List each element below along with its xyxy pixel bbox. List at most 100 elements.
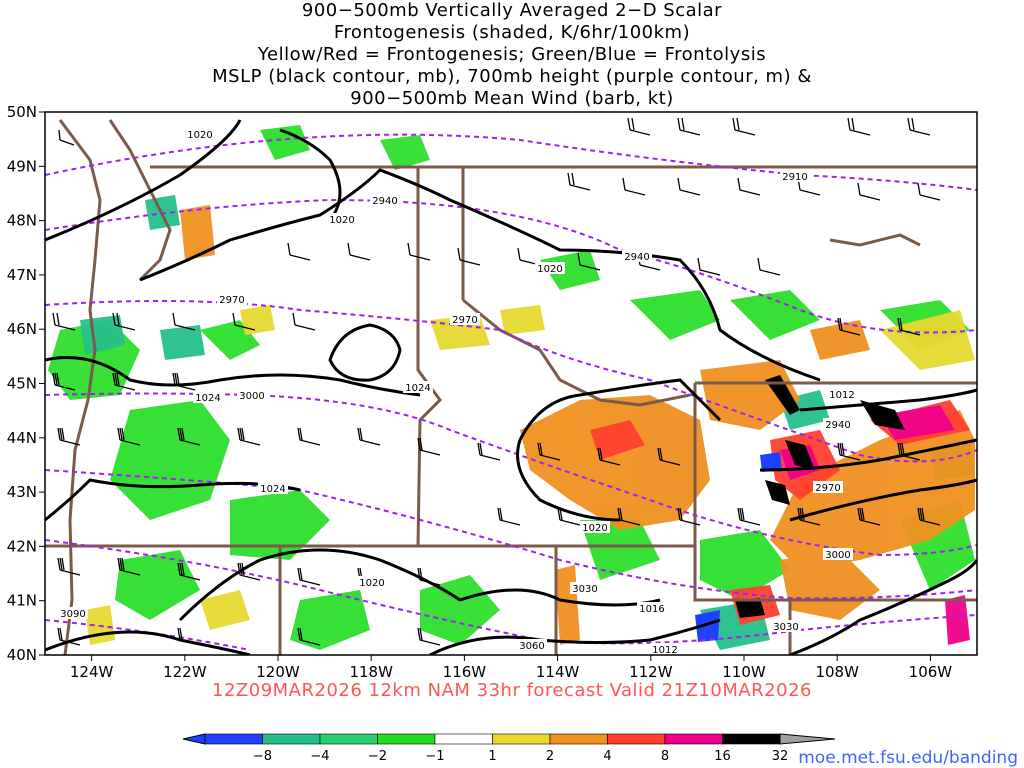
colorbar-label: 1 — [488, 749, 496, 764]
colorbar-segment — [262, 733, 321, 745]
svg-text:1012: 1012 — [829, 390, 854, 401]
lon-label: 110W — [722, 663, 766, 681]
longitude-axis: 124W 122W 120W 118W 116W 114W 112W 110W 108W 106W — [70, 655, 952, 681]
colorbar-segment — [607, 733, 666, 745]
svg-text:1020: 1020 — [329, 215, 354, 226]
svg-text:2940: 2940 — [624, 252, 649, 263]
pressure-label: 1016 — [637, 602, 667, 615]
lon-label: 122W — [163, 663, 207, 681]
height-label: 2970 — [813, 481, 843, 494]
pressure-label: 1020 — [185, 128, 215, 141]
height-label: 3030 — [570, 582, 600, 595]
svg-text:2940: 2940 — [372, 196, 397, 207]
lon-label: 118W — [349, 663, 393, 681]
svg-text:1024: 1024 — [195, 393, 220, 404]
lat-label: 46N — [7, 320, 37, 338]
height-label: 3090 — [58, 607, 88, 620]
mslp-contours — [45, 119, 977, 655]
pressure-label: 1024 — [258, 482, 288, 495]
colorbar-label: 2 — [546, 749, 554, 764]
lat-label: 50N — [7, 103, 37, 121]
lon-label: 108W — [815, 663, 859, 681]
height-label: 3030 — [771, 620, 801, 633]
pressure-label: 1020 — [357, 576, 387, 589]
colorbar-segment — [204, 733, 263, 745]
title-line: MSLP (black contour, mb), 700mb height (… — [212, 66, 812, 87]
svg-text:1012: 1012 — [652, 645, 677, 656]
lon-label: 112W — [629, 663, 673, 681]
svg-text:2940: 2940 — [825, 420, 850, 431]
title-line: 900−500mb Vertically Averaged 2−D Scalar — [301, 0, 723, 21]
lat-label: 41N — [7, 592, 37, 610]
pressure-label: 1024 — [403, 381, 433, 394]
title-line: Yellow/Red = Frontogenesis; Green/Blue =… — [257, 44, 767, 65]
colorbar-left-triangle — [182, 733, 206, 745]
lat-label: 44N — [7, 429, 37, 447]
contour-labels: 1020 1020 1020 1024 1024 1024 1020 1020 … — [58, 128, 857, 656]
colorbar-label: 8 — [661, 749, 669, 764]
svg-text:1020: 1020 — [582, 523, 607, 534]
lon-label: 106W — [909, 663, 953, 681]
height-label: 3060 — [517, 639, 547, 652]
latitude-axis: 50N 49N 48N 47N 46N 45N 44N 43N 42N 41N 40N — [7, 103, 45, 664]
colorbar-label: 16 — [714, 749, 731, 764]
lat-label: 42N — [7, 537, 37, 555]
lat-label: 43N — [7, 483, 37, 501]
title-line: Frontogenesis (shaded, K/6hr/100km) — [333, 22, 691, 43]
lon-label: 120W — [256, 663, 300, 681]
height-labels: 2910 2940 2940 2970 2970 3000 2940 2970 … — [58, 170, 853, 652]
svg-text:2910: 2910 — [782, 172, 807, 183]
colorbar-segment — [664, 733, 723, 745]
colorbar-label: −1 — [425, 749, 444, 764]
colorbar-label: −2 — [368, 749, 387, 764]
pressure-label: 1024 — [193, 391, 223, 404]
lon-label: 124W — [70, 663, 114, 681]
wind-barbs — [52, 117, 941, 646]
colorbar: −8 −4 −2 −1 1 2 4 8 16 32 — [182, 733, 836, 764]
pressure-label: 1012 — [650, 643, 680, 656]
height-label: 3000 — [237, 389, 267, 402]
colorbar-segment — [377, 733, 436, 745]
svg-text:1024: 1024 — [405, 383, 430, 394]
lat-label: 47N — [7, 266, 37, 284]
height-label: 2910 — [780, 170, 810, 183]
colorbar-segment — [722, 733, 781, 745]
svg-text:2970: 2970 — [452, 315, 477, 326]
svg-text:3060: 3060 — [519, 641, 544, 652]
colorbar-segment — [549, 733, 608, 745]
svg-text:3090: 3090 — [60, 609, 85, 620]
colorbar-label: −4 — [310, 749, 329, 764]
pressure-label: 1020 — [580, 521, 610, 534]
height-label: 3000 — [823, 548, 853, 561]
pressure-label: 1012 — [827, 388, 857, 401]
credit-link[interactable]: moe.met.fsu.edu/banding — [798, 748, 1018, 768]
lon-label: 114W — [536, 663, 580, 681]
colorbar-segment — [434, 733, 493, 745]
lat-label: 49N — [7, 157, 37, 175]
svg-text:1024: 1024 — [260, 484, 285, 495]
svg-text:3000: 3000 — [825, 550, 850, 561]
lat-label: 40N — [7, 646, 37, 664]
pressure-label: 1020 — [535, 262, 565, 275]
forecast-valid-text: 12Z09MAR2026 12km NAM 33hr forecast Vali… — [212, 680, 812, 701]
height-label: 2940 — [370, 194, 400, 207]
pressure-label: 1020 — [327, 213, 357, 226]
colorbar-label: −8 — [253, 749, 272, 764]
lat-label: 45N — [7, 375, 37, 393]
colorbar-label: 4 — [603, 749, 611, 764]
lat-label: 48N — [7, 212, 37, 230]
svg-text:2970: 2970 — [219, 295, 244, 306]
svg-text:3000: 3000 — [239, 391, 264, 402]
svg-text:3030: 3030 — [572, 584, 597, 595]
svg-text:1016: 1016 — [639, 604, 664, 615]
svg-text:2970: 2970 — [815, 483, 840, 494]
colorbar-segment — [492, 733, 551, 745]
title-line: 900−500mb Mean Wind (barb, kt) — [350, 88, 674, 109]
height-label: 2970 — [450, 313, 480, 326]
height-label: 2970 — [217, 293, 247, 306]
colorbar-segment — [319, 733, 378, 745]
colorbar-right-triangle — [779, 733, 836, 745]
lon-label: 116W — [443, 663, 487, 681]
colorbar-label: 32 — [772, 749, 789, 764]
